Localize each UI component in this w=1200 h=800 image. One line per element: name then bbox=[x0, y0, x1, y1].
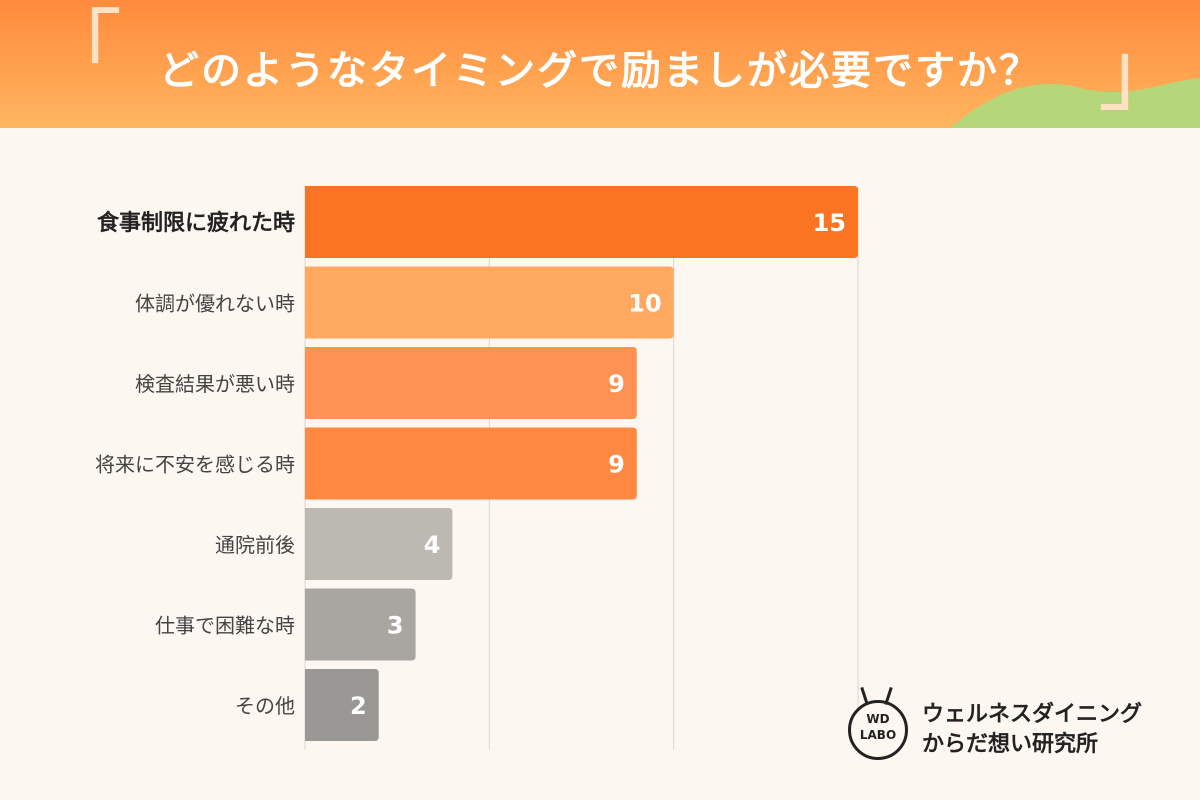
bar-4 bbox=[305, 508, 453, 580]
category-label-2: 検査結果が悪い時 bbox=[135, 372, 295, 396]
logo-antenna-left bbox=[860, 686, 869, 706]
chart-title: どのようなタイミングで励ましが必要ですか？ bbox=[159, 48, 1041, 94]
bar-5 bbox=[305, 588, 416, 661]
logo-mark: WD LABO bbox=[848, 686, 908, 760]
value-label-5: 3 bbox=[387, 612, 404, 640]
category-label-4: 通院前後 bbox=[215, 533, 295, 557]
bar-chart: 15 食事制限に疲れた時 10 体調が優れない時 9 検査結果が悪い時 9 将来に不安を感じる… bbox=[95, 186, 859, 750]
category-label-6: その他 bbox=[235, 694, 295, 718]
logo: WD LABO ウェルネスダイニング からだ想い研究所 bbox=[846, 684, 1176, 774]
value-label-2: 9 bbox=[608, 370, 625, 398]
bar-layer bbox=[305, 186, 858, 741]
logo-text: ウェルネスダイニング からだ想い研究所 bbox=[922, 702, 1143, 757]
category-label-1: 体調が優れない時 bbox=[135, 292, 295, 316]
bar-2 bbox=[305, 347, 637, 419]
value-label-3: 9 bbox=[608, 451, 625, 479]
category-label-5: 仕事で困難な時 bbox=[155, 614, 295, 638]
value-label-1: 10 bbox=[628, 290, 661, 318]
bracket-open-mark: 「 bbox=[36, 1, 122, 101]
bar-3 bbox=[305, 427, 637, 500]
hill-decoration bbox=[950, 78, 1200, 128]
header-banner: 「 」 どのようなタイミングで励ましが必要ですか？ bbox=[0, 0, 1200, 128]
value-label-4: 4 bbox=[424, 531, 441, 559]
logo-mark-text: WD LABO bbox=[859, 712, 897, 742]
bar-0 bbox=[305, 186, 858, 258]
category-label-3: 将来に不安を感じる時 bbox=[95, 453, 295, 477]
category-label-0: 食事制限に疲れた時 bbox=[97, 210, 295, 236]
value-label-0: 15 bbox=[813, 209, 846, 237]
bracket-close-mark: 」 bbox=[1098, 23, 1184, 123]
label-layer: 15 食事制限に疲れた時 10 体調が優れない時 9 検査結果が悪い時 9 将来に不安を感じる… bbox=[95, 209, 846, 720]
logo-antenna-right bbox=[884, 686, 893, 706]
bar-1 bbox=[305, 266, 674, 339]
value-label-6: 2 bbox=[350, 692, 367, 720]
bar-6 bbox=[305, 669, 379, 741]
